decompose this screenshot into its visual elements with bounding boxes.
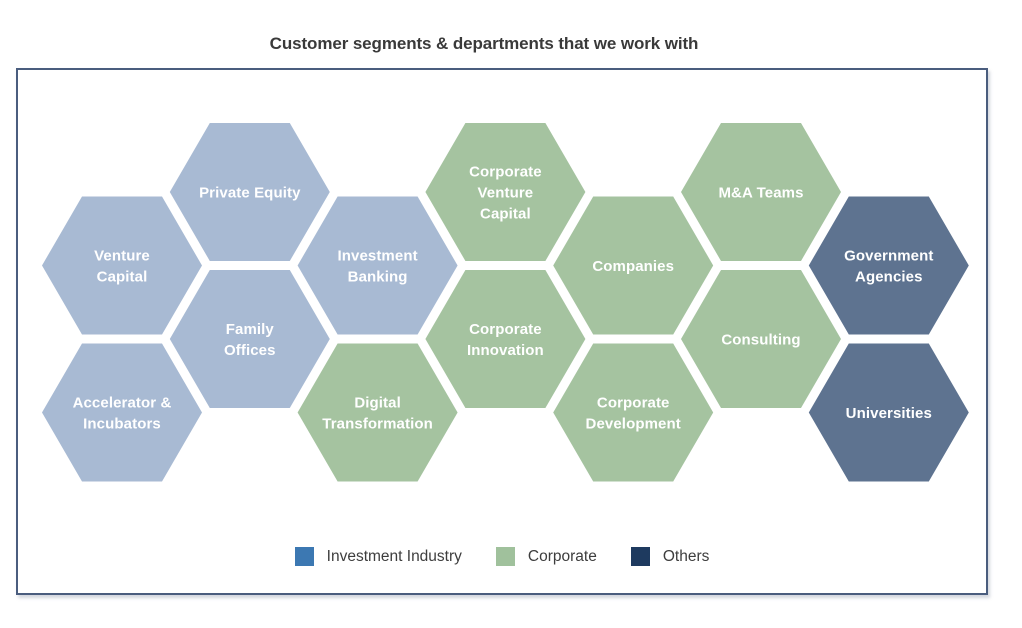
hexagon-corporate-innovation: Corporate Innovation xyxy=(425,270,586,408)
hexagon-shape xyxy=(553,196,714,335)
diagram-board: Venture Capital Accelerator & Incubators Pri… xyxy=(16,68,988,595)
hexagon-shape xyxy=(425,123,586,261)
legend-swatch-others xyxy=(630,547,650,566)
hexagon-label: Corporate Innovation xyxy=(467,321,544,359)
hexagon-corporate-venture-capital: Corporate Venture Capital xyxy=(425,123,586,261)
hexagon-family-offices: Family Offices xyxy=(169,270,330,408)
hexagon-accelerator-incubators: Accelerator & Incubators xyxy=(42,343,202,482)
hexagon-label: Family Offices xyxy=(224,321,276,359)
hexagon-shape xyxy=(297,196,458,335)
hexagon-private-equity: Private Equity xyxy=(169,123,330,261)
legend-swatch-investment-industry xyxy=(294,547,314,566)
hexagon-government-agencies: Government Agencies xyxy=(808,196,969,335)
legend-label: Corporate xyxy=(527,547,597,565)
legend-label: Investment Industry xyxy=(326,547,462,565)
hexagon-shape xyxy=(42,196,202,335)
hexagon-label: Digital Transformation xyxy=(322,395,433,433)
hexagon-corporate-development: Corporate Development xyxy=(553,343,714,482)
legend-item-investment-industry: Investment Industry xyxy=(294,547,462,566)
hexagon-label: Government Agencies xyxy=(844,248,933,286)
hexagon-label: Venture Capital xyxy=(94,248,150,286)
hexagon-label: Private Equity xyxy=(199,185,301,202)
legend-swatch-corporate xyxy=(495,547,515,566)
hexagon-shape xyxy=(553,343,714,482)
hexagon-label: Corporate Development xyxy=(586,395,681,433)
hexagon-label: M&A Teams xyxy=(718,185,803,202)
hexagon-shape xyxy=(169,123,330,261)
hexagon-ma-teams: M&A Teams xyxy=(681,123,841,261)
hexagon-shape xyxy=(681,123,841,261)
legend-item-corporate: Corporate xyxy=(495,547,597,566)
hexagon-companies: Companies xyxy=(553,196,714,335)
hexagon-shape xyxy=(425,270,586,408)
hexagon-consulting: Consulting xyxy=(681,270,841,408)
hexagon-universities: Universities xyxy=(808,343,969,482)
legend-label: Others xyxy=(662,547,710,565)
hexagon-label: Universities xyxy=(846,405,932,422)
hexagon-shape xyxy=(808,343,969,482)
hexagon-digital-transformation: Digital Transformation xyxy=(297,343,458,482)
hexagon-venture-capital: Venture Capital xyxy=(42,196,202,335)
hexagon-label: Accelerator & Incubators xyxy=(73,395,172,433)
diagram-title: Customer segments & departments that we … xyxy=(269,34,699,53)
hexagon-label: Investment Banking xyxy=(337,248,417,286)
hexagon-grid: Venture Capital Accelerator & Incubators Pri… xyxy=(42,123,969,482)
hexagon-shape xyxy=(297,343,458,482)
hexagon-label: Consulting xyxy=(721,332,800,349)
hexagon-shape xyxy=(808,196,969,335)
legend: Investment Industry Corporate Others xyxy=(18,547,986,566)
hexagon-shape xyxy=(42,343,202,482)
hexagon-shape xyxy=(681,270,841,408)
legend-item-others: Others xyxy=(630,547,710,566)
hexagon-shape xyxy=(169,270,330,408)
hexagon-label: Companies xyxy=(592,258,674,275)
hexagon-investment-banking: Investment Banking xyxy=(297,196,458,335)
hexagon-label: Corporate Venture Capital xyxy=(469,164,542,223)
